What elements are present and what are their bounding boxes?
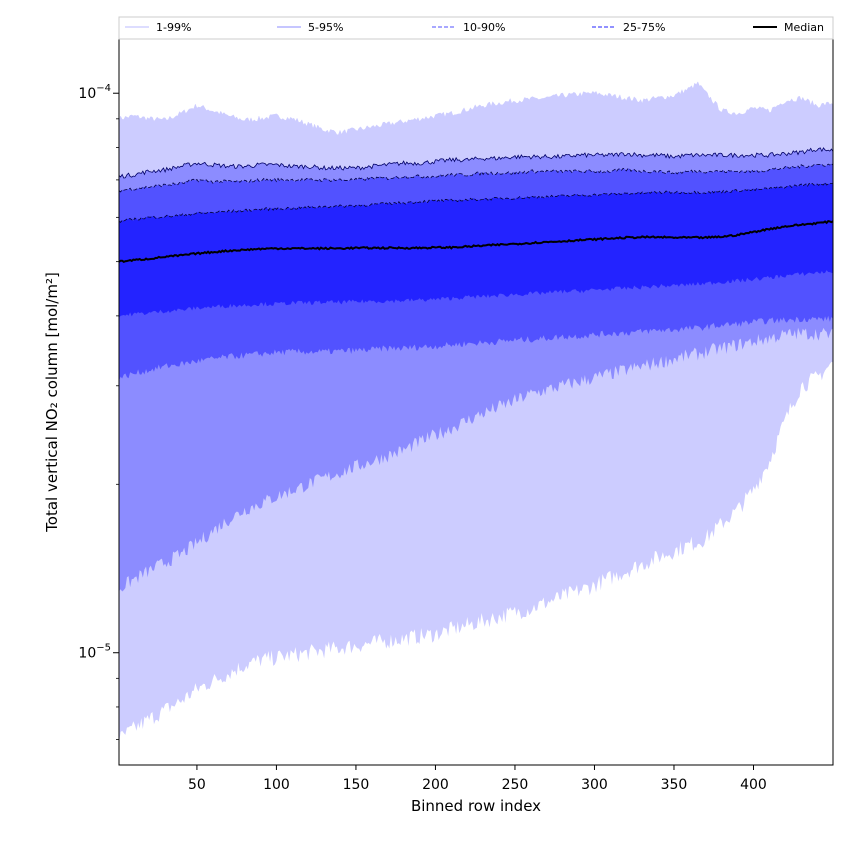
y-tick-label: 10−5 [78, 643, 111, 662]
legend-label-10-90%: 10-90% [463, 21, 505, 34]
x-tick-label-50: 50 [188, 777, 206, 793]
x-axis-label: Binned row index [411, 797, 541, 815]
legend-box [118, 16, 834, 40]
lines-layer [119, 81, 833, 264]
x-tick-label-400: 400 [740, 777, 767, 793]
legend-label-1-99%: 1-99% [156, 21, 191, 34]
band-upper-line-10-90% [119, 163, 833, 193]
legend-label-Median: Median [784, 21, 824, 34]
x-tick-label-200: 200 [422, 777, 449, 793]
x-tick-label-150: 150 [343, 777, 370, 793]
x-tick-label-250: 250 [502, 777, 529, 793]
band-upper-line-5-95% [119, 147, 833, 179]
legend: 1-99% 5-95% 10-90% 25-75% Median [118, 16, 834, 40]
band-upper-line-1-99% [119, 81, 833, 136]
legend-label-5-95%: 5-95% [308, 21, 343, 34]
y-tick-label: 10−4 [78, 83, 111, 102]
median-line [119, 219, 833, 264]
band-upper-line-25-75% [119, 181, 833, 223]
x-tick-label-300: 300 [581, 777, 608, 793]
x-tick-label-350: 350 [661, 777, 688, 793]
y-axis-label: Total vertical NO₂ column [mol/m²] [43, 272, 61, 533]
ticks-layer: 50 100 150 200 250 300 350 400 10−5 10−4 [78, 83, 766, 793]
legend-label-25-75%: 25-75% [623, 21, 665, 34]
band-25-75% [119, 182, 833, 318]
x-tick-label-100: 100 [263, 777, 290, 793]
